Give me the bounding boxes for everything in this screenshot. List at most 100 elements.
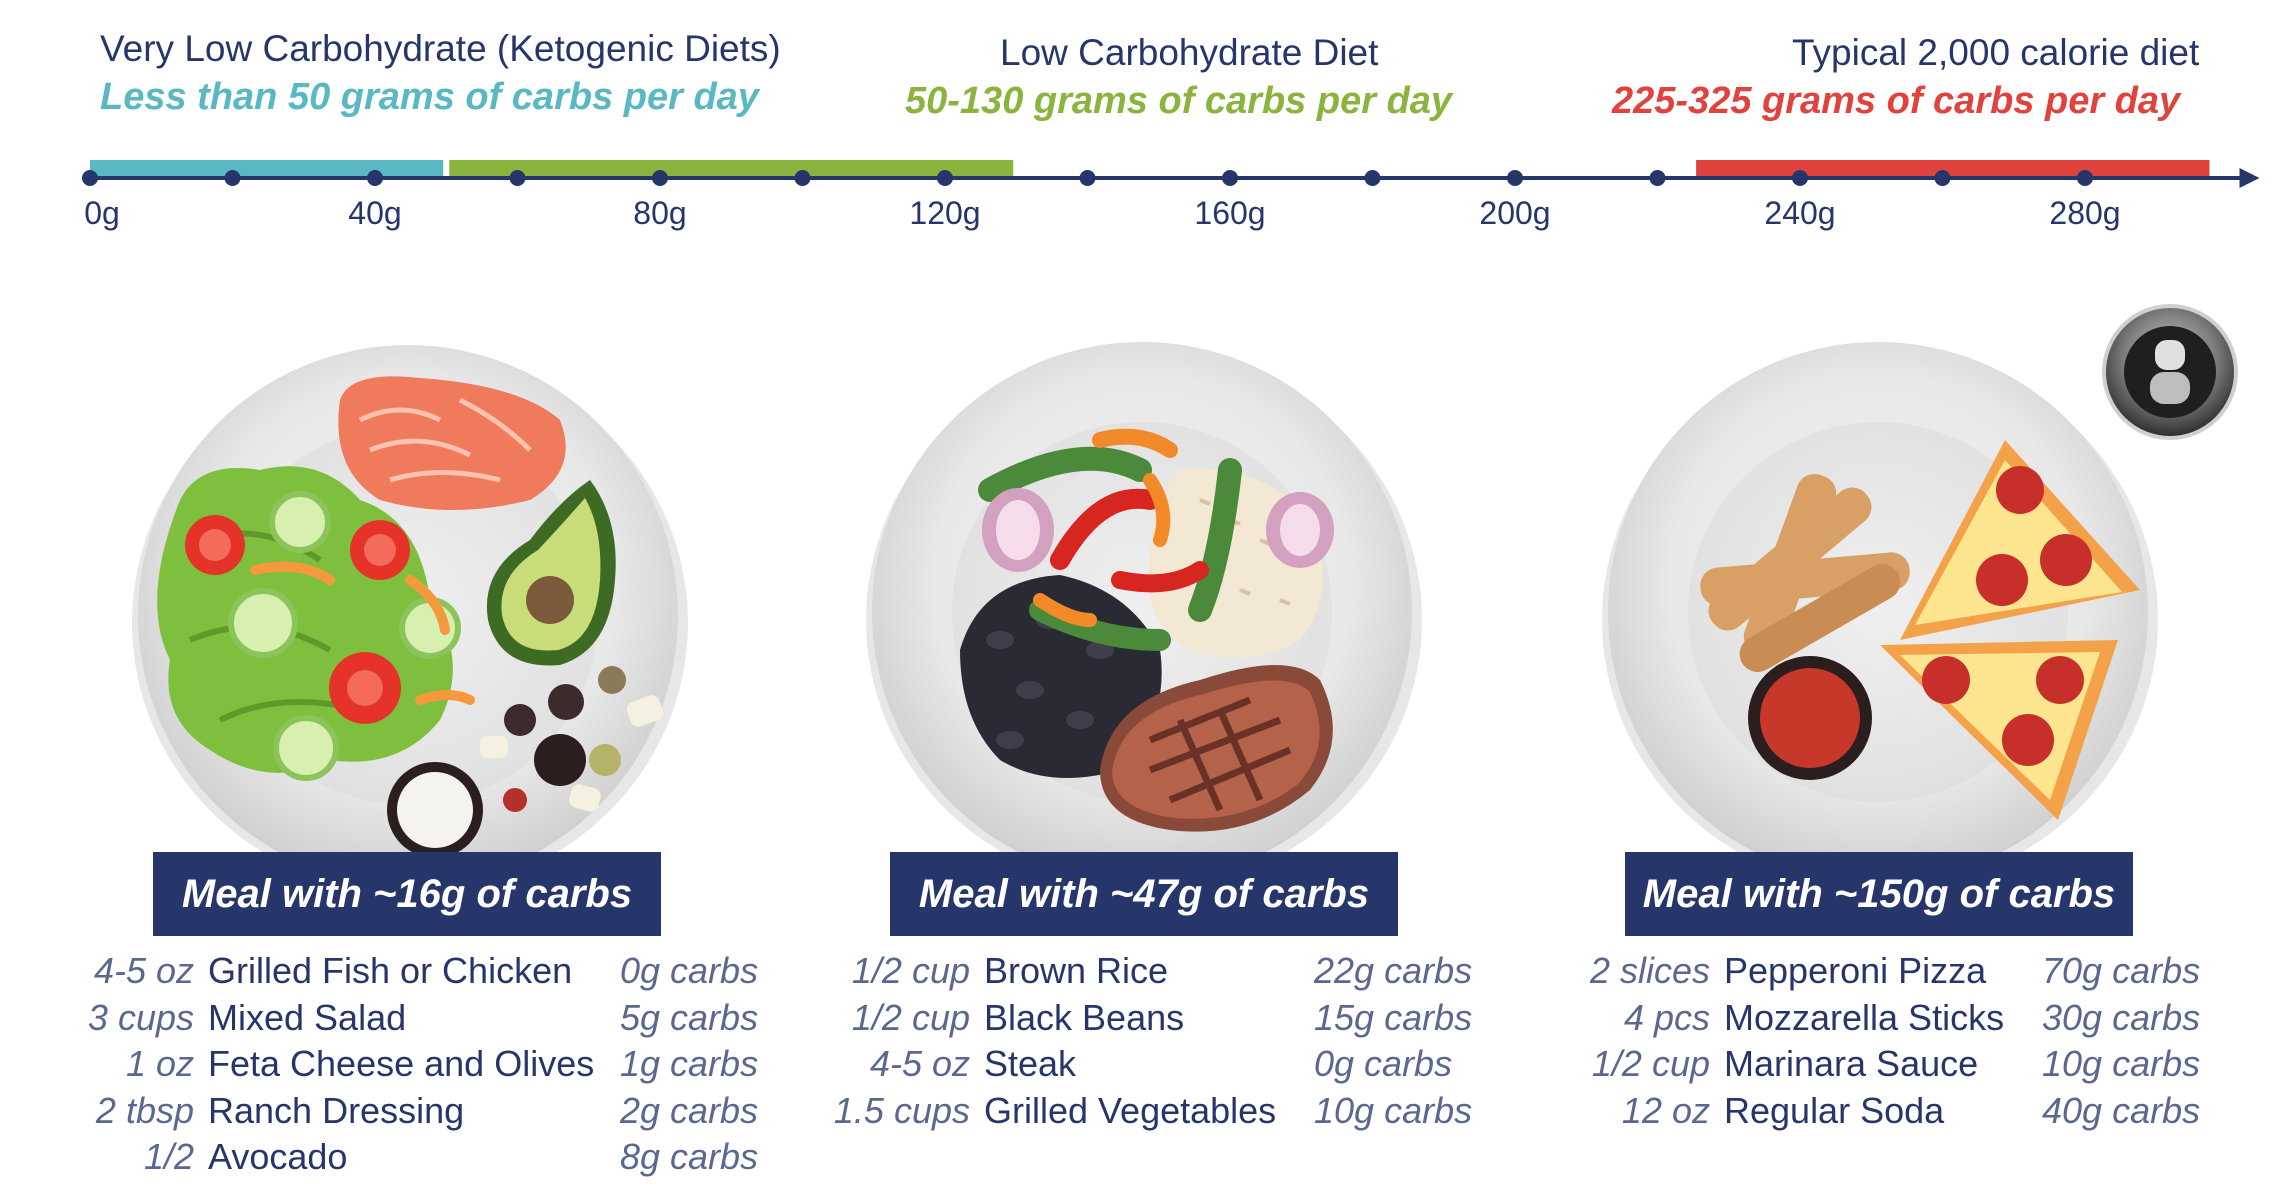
scale-tick — [1792, 170, 1808, 186]
olives-feta-icon — [480, 666, 664, 812]
item-quantity: 3 cups — [87, 996, 194, 1038]
item-carbs: 22g carbs — [1314, 950, 1473, 991]
item-food: Pepperoni Pizza — [1724, 950, 1987, 991]
scale-tick — [509, 170, 526, 186]
meal-banner-keto: Meal with ~16g of carbs — [153, 852, 661, 936]
item-carbs: 40g carbs — [2042, 1089, 2201, 1131]
list-item: 12 oz Regular Soda 40g carbs — [1560, 1088, 2200, 1135]
typical-header-title: Typical 2,000 calorie diet — [1792, 32, 2200, 73]
item-food: Grilled Vegetables — [984, 1089, 1277, 1131]
scale-tick — [794, 170, 811, 186]
scale-band-0 — [90, 160, 444, 178]
item-carbs: 70g carbs — [2042, 950, 2201, 991]
item-carbs: 10g carbs — [1314, 1089, 1473, 1131]
list-item: 2 tbsp Ranch Dressing 2g carbs — [60, 1088, 758, 1135]
list-item: 2 slices Pepperoni Pizza 70g carbs — [1560, 948, 2200, 995]
item-food: Marinara Sauce — [1724, 1043, 1979, 1084]
item-food: Mixed Salad — [208, 996, 407, 1038]
keto-header: Very Low Carbohydrate (Ketogenic Diets) … — [100, 28, 781, 119]
meal-banner-typical: Meal with ~150g of carbs — [1625, 852, 2133, 936]
list-item: 1.5 cups Grilled Vegetables 10g carbs — [820, 1088, 1472, 1135]
marinara-sauce-icon — [1748, 656, 1872, 780]
item-carbs: 1g carbs — [620, 1043, 759, 1084]
scale-tick — [1934, 170, 1951, 186]
lowcarb-plate-illustration — [866, 342, 1422, 890]
lowcarb-header-title: Low Carbohydrate Diet — [1000, 32, 1379, 73]
item-quantity: 2 tbsp — [95, 1089, 194, 1131]
mozzarella-sticks-icon — [1700, 473, 1910, 672]
item-quantity: 4-5 oz — [869, 1043, 970, 1084]
item-quantity: 1.5 cups — [833, 1089, 970, 1131]
item-carbs: 2g carbs — [620, 1089, 759, 1131]
scale-tick — [1222, 170, 1238, 186]
scale-tick-label: 160g — [1194, 195, 1265, 231]
typical-header-range: 225-325 grams of carbs per day — [1612, 80, 2181, 122]
scale-tick-label: 240g — [1764, 195, 1835, 231]
scale-tick — [652, 170, 668, 186]
soda-can-icon — [2102, 304, 2238, 440]
item-carbs: 30g carbs — [2042, 996, 2201, 1038]
item-quantity: 1/2 cup — [851, 996, 970, 1038]
item-carbs: 0g carbs — [620, 950, 759, 991]
scale-tick — [1649, 170, 1666, 186]
typical-header: Typical 2,000 calorie diet 225-325 grams… — [1612, 32, 2199, 123]
item-quantity: 12 oz — [1621, 1089, 1710, 1131]
pepperoni-pizza-icon — [1880, 440, 2140, 820]
keto-header-range: Less than 50 grams of carbs per day — [100, 76, 759, 118]
scale-tick-label: 40g — [348, 195, 401, 231]
lowcarb-meal-list: 1/2 cup Brown Rice 22g carbs 1/2 cup Black … — [820, 948, 1472, 1134]
item-quantity: 4 pcs — [1623, 996, 1710, 1038]
scale-tick-label: 120g — [909, 195, 980, 231]
carb-scale: 0g 40g 80g 120g 160g 200g 240g 280g — [82, 160, 2260, 231]
keto-meal-list: 4-5 oz Grilled Fish or Chicken 0g carbs 3 … — [60, 948, 758, 1181]
scale-tick-label: 200g — [1479, 195, 1550, 231]
scale-tick — [82, 170, 98, 186]
list-item: 1/2 cup Black Beans 15g carbs — [820, 995, 1472, 1042]
scale-bands — [90, 160, 2210, 178]
item-quantity: 1/2 — [143, 1136, 194, 1177]
item-quantity: 4-5 oz — [93, 950, 194, 991]
item-carbs: 5g carbs — [620, 996, 759, 1038]
scale-tick — [1079, 170, 1096, 186]
ranch-dressing-icon — [387, 762, 483, 858]
item-food: Brown Rice — [984, 950, 1169, 991]
item-quantity: 1/2 cup — [1591, 1043, 1710, 1084]
lowcarb-header-range: 50-130 grams of carbs per day — [905, 80, 1453, 122]
scale-tick — [224, 170, 241, 186]
scale-tick — [367, 170, 383, 186]
scale-band-2 — [1696, 160, 2210, 178]
item-carbs: 0g carbs — [1314, 1043, 1453, 1084]
scale-tick-label: 0g — [84, 195, 120, 231]
lowcarb-header: Low Carbohydrate Diet 50-130 grams of ca… — [905, 32, 1452, 123]
list-item: 1/2 cup Marinara Sauce 10g carbs — [1560, 1041, 2200, 1088]
scale-ticks — [82, 170, 2093, 186]
salmon-icon — [338, 376, 566, 510]
typical-meal-list: 2 slices Pepperoni Pizza 70g carbs 4 pcs Mo… — [1560, 948, 2200, 1134]
item-food: Black Beans — [984, 996, 1185, 1038]
list-item: 1/2 Avocado 8g carbs — [60, 1134, 758, 1181]
keto-header-title: Very Low Carbohydrate (Ketogenic Diets) — [100, 28, 781, 69]
keto-plate-illustration — [132, 345, 688, 893]
steak-icon — [1100, 665, 1333, 832]
list-item: 1/2 cup Brown Rice 22g carbs — [820, 948, 1472, 995]
grilled-vegetables-icon — [978, 428, 1334, 651]
item-food: Grilled Fish or Chicken — [208, 950, 573, 991]
scale-tick — [2077, 170, 2093, 186]
item-carbs: 8g carbs — [620, 1136, 759, 1177]
item-food: Ranch Dressing — [208, 1089, 465, 1131]
item-food: Mozzarella Sticks — [1724, 996, 2005, 1038]
scale-tick-labels: 0g 40g 80g 120g 160g 200g 240g 280g — [84, 195, 2120, 231]
item-carbs: 10g carbs — [2042, 1043, 2201, 1084]
item-food: Steak — [984, 1043, 1077, 1084]
scale-arrow-icon — [2239, 168, 2260, 188]
avocado-icon — [486, 480, 616, 666]
item-food: Regular Soda — [1724, 1089, 1945, 1131]
scale-tick — [1507, 170, 1523, 186]
scale-tick-label: 280g — [2049, 195, 2120, 231]
list-item: 4-5 oz Steak 0g carbs — [820, 1041, 1472, 1088]
item-quantity: 1 oz — [125, 1043, 194, 1084]
item-carbs: 15g carbs — [1314, 996, 1473, 1038]
item-quantity: 2 slices — [1589, 950, 1710, 991]
list-item: 4-5 oz Grilled Fish or Chicken 0g carbs — [60, 948, 758, 995]
